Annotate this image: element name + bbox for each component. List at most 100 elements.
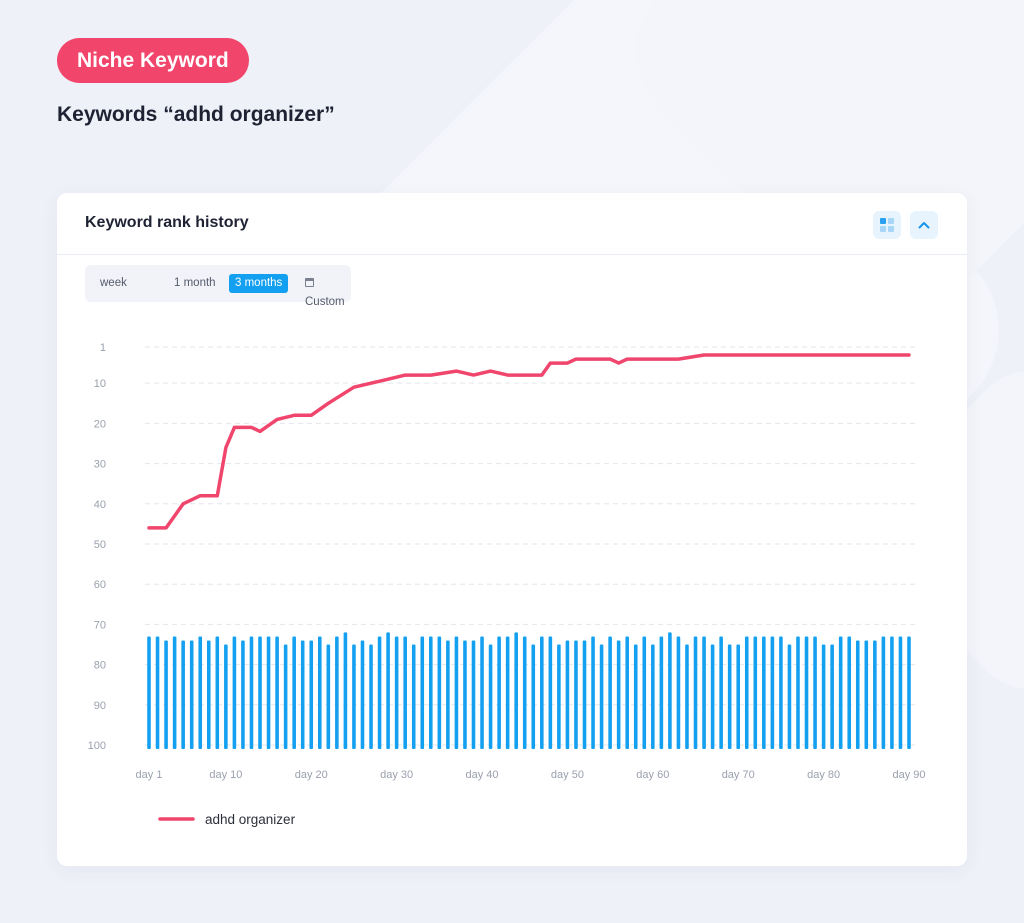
y-tick-label: 60	[94, 579, 106, 591]
y-tick-label: 20	[94, 418, 106, 430]
volume-bar	[710, 644, 715, 750]
x-tick-label: day 20	[295, 769, 328, 781]
volume-bar	[591, 636, 595, 750]
y-tick-label: 100	[88, 740, 106, 752]
page-title: Keywords “adhd organizer”	[57, 103, 335, 126]
rank-chart: 1 10 20 30 40 50 60 70 80 90 100 day 1 day 10 day 20 d…	[88, 342, 926, 827]
calendar-icon	[305, 278, 314, 287]
volume-bar	[215, 636, 220, 750]
volume-bar	[147, 636, 151, 750]
volume-bar	[881, 636, 886, 750]
volume-bar	[292, 636, 296, 750]
volume-bar	[403, 636, 407, 750]
volume-bar	[668, 632, 672, 750]
y-tick-label: 50	[94, 539, 106, 551]
volume-bar	[540, 636, 544, 750]
x-tick-label: day 1	[136, 769, 163, 781]
volume-bar	[420, 636, 425, 750]
y-tick-label: 80	[94, 660, 106, 672]
volume-bar	[873, 640, 877, 750]
volume-bar	[642, 636, 647, 750]
volume-bar	[787, 644, 792, 750]
volume-bar	[377, 636, 382, 750]
volume-bar	[804, 636, 809, 750]
volume-bar	[317, 636, 322, 750]
volume-bar	[505, 636, 510, 750]
volume-bar	[309, 640, 314, 750]
volume-bar	[463, 640, 467, 750]
volume-bar	[343, 632, 348, 750]
volume-bar	[471, 640, 476, 750]
card-title: Keyword rank history	[85, 214, 249, 231]
volume-bar	[838, 636, 843, 750]
y-tick-label: 40	[94, 499, 106, 511]
x-tick-label: day 10	[209, 769, 242, 781]
volume-bar	[676, 636, 681, 750]
volume-bar	[898, 636, 903, 750]
rank-history-card: Keyword rank history week 1 month 3 mont…	[57, 193, 967, 866]
volume-bar	[394, 636, 399, 750]
volume-bar	[557, 644, 561, 750]
volume-bar	[369, 644, 373, 750]
range-week-button[interactable]: week	[100, 277, 127, 289]
volume-bar	[480, 636, 484, 750]
volume-bar	[266, 636, 271, 750]
date-range-selector: week 1 month 3 months Custom	[85, 265, 351, 308]
volume-bar	[429, 636, 433, 750]
volume-bar	[830, 644, 834, 750]
volume-bar	[300, 640, 305, 750]
volume-bar	[565, 640, 570, 750]
volume-bar	[719, 636, 723, 750]
y-tick-label: 70	[94, 619, 106, 631]
volume-bar	[907, 636, 911, 750]
volume-bar	[702, 636, 706, 750]
volume-bar	[659, 636, 664, 750]
range-3-months-button[interactable]: 3 months	[229, 274, 289, 293]
volume-bar	[548, 636, 553, 750]
volume-bar	[770, 636, 775, 750]
volume-bar	[855, 640, 860, 750]
volume-bar	[164, 640, 168, 750]
volume-bar	[864, 640, 869, 750]
volume-bar	[625, 636, 629, 750]
volume-bar	[813, 636, 817, 750]
volume-bar	[522, 636, 527, 750]
volume-bar	[651, 644, 655, 750]
volume-bar	[753, 636, 758, 750]
volume-bar	[172, 636, 177, 750]
volume-bar	[736, 644, 741, 750]
chevron-up-icon	[918, 222, 930, 229]
range-custom-label: Custom	[305, 296, 345, 308]
volume-bar	[446, 640, 450, 750]
volume-bar	[437, 636, 442, 750]
legend-label: adhd organizer	[205, 812, 296, 827]
x-tick-label: day 90	[892, 769, 925, 781]
volume-bar	[411, 644, 416, 750]
volume-bar	[232, 636, 237, 750]
volume-bar	[744, 636, 749, 750]
volume-bar	[762, 636, 766, 750]
range-custom-button[interactable]: Custom	[299, 274, 351, 308]
volume-bar	[206, 640, 211, 750]
volume-bar	[779, 636, 783, 750]
volume-bar	[386, 632, 390, 750]
volume-bar	[198, 636, 203, 750]
volume-bar	[599, 644, 604, 750]
niche-keyword-badge: Niche Keyword	[57, 38, 249, 83]
volume-bar	[574, 640, 578, 750]
volume-bar	[249, 636, 254, 750]
rank-line-adhd-organizer	[147, 353, 911, 530]
x-tick-label: day 80	[807, 769, 840, 781]
volume-bar	[189, 640, 194, 750]
x-tick-label: day 60	[636, 769, 669, 781]
volume-bar	[685, 644, 689, 750]
volume-bar	[454, 636, 459, 750]
volume-bar	[616, 640, 621, 750]
collapse-button[interactable]	[910, 211, 938, 239]
x-tick-label: day 40	[466, 769, 499, 781]
volume-bar	[693, 636, 698, 750]
range-1-month-button[interactable]: 1 month	[174, 277, 216, 289]
volume-bar	[335, 636, 339, 750]
volume-bar	[531, 644, 536, 750]
grid-view-button[interactable]	[873, 211, 901, 239]
